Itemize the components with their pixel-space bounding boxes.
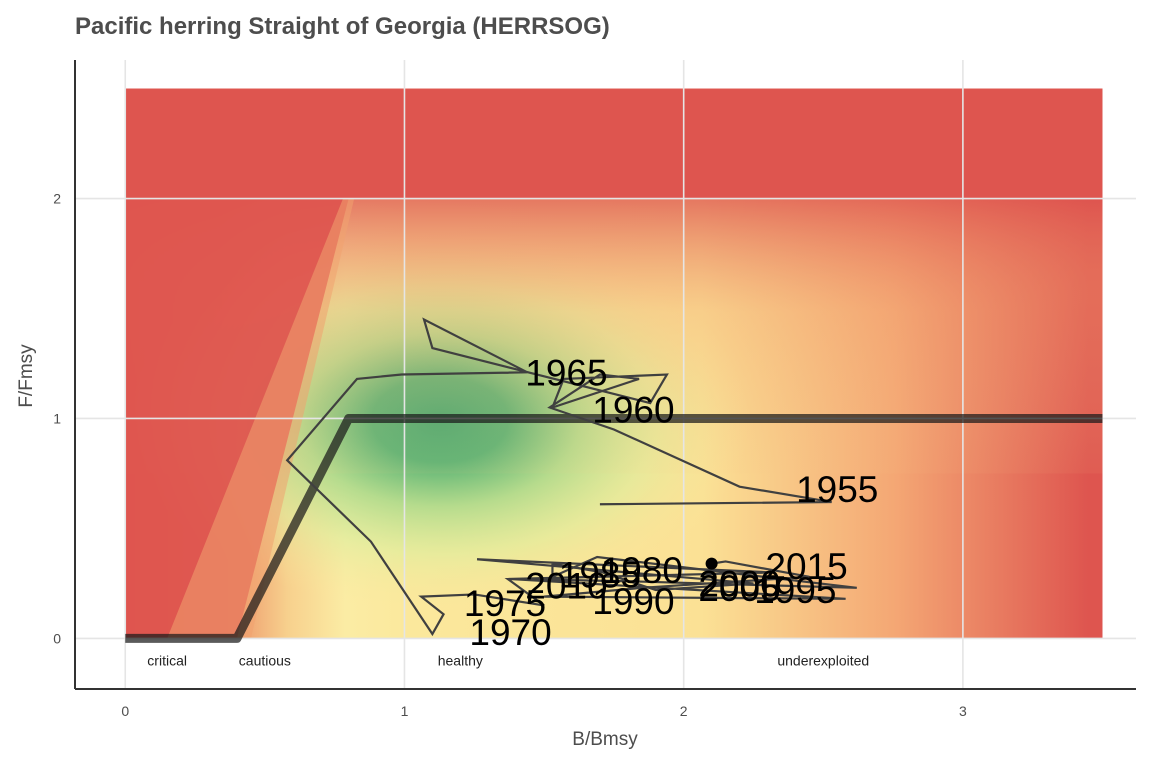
chart-title: Pacific herring Straight of Georgia (HER… <box>75 13 610 40</box>
y-tick-label: 0 <box>53 630 61 646</box>
x-tick-label: 0 <box>121 703 129 719</box>
trajectory-line <box>285 317 857 637</box>
tick-labels: 0 1 2 3 0 1 2 <box>53 191 967 719</box>
year-label: 2010 <box>525 566 607 607</box>
axes <box>74 60 1136 690</box>
zone-label: critical <box>147 652 187 668</box>
x-tick-label: 2 <box>680 703 688 719</box>
year-label: 2015 <box>765 546 847 587</box>
year-label: 1990 <box>592 581 674 622</box>
year-label: 1955 <box>796 469 878 510</box>
year-label: 2005 <box>698 568 780 609</box>
year-label: 1965 <box>525 352 607 393</box>
year-label: 1980 <box>601 550 683 591</box>
year-label: 1970 <box>469 612 551 653</box>
y-tick-label: 2 <box>53 191 61 207</box>
year-label: 1995 <box>754 570 836 611</box>
year-label: 1960 <box>592 390 674 431</box>
current-point <box>705 557 718 570</box>
y-tick-label: 1 <box>53 410 61 426</box>
reference-line-group <box>125 413 1103 643</box>
x-tick-label: 3 <box>959 703 967 719</box>
year-label: 1975 <box>464 583 546 624</box>
y-axis-label: F/Fmsy <box>16 344 37 408</box>
trajectory-group <box>285 317 857 637</box>
year-label: 2000 <box>698 563 780 604</box>
zone-label: underexploited <box>777 652 869 668</box>
x-tick-label: 1 <box>401 703 409 719</box>
zone-label: healthy <box>438 652 483 668</box>
x-axis-label: B/Bmsy <box>572 729 638 750</box>
zone-labels: critical cautious healthy underexploited <box>147 652 869 668</box>
reference-line <box>125 413 1103 643</box>
year-label: 1985 <box>559 555 641 596</box>
zone-label: cautious <box>239 652 291 668</box>
background-top-band <box>125 88 1103 199</box>
